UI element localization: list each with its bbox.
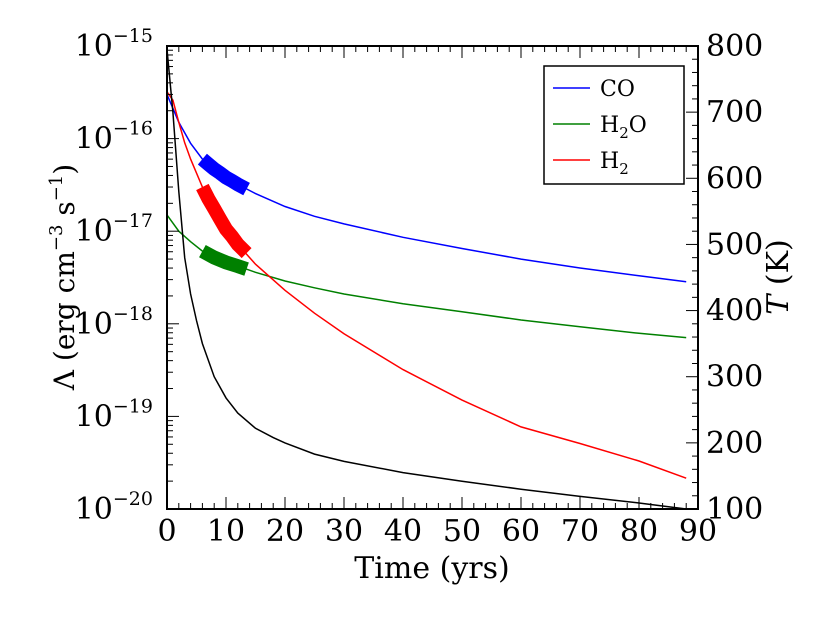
y-right-axis-label: T (K) [761,239,796,314]
x-tick-label: 10 [207,514,245,549]
series-co-line [166,94,687,283]
y-right-tick-label: 400 [706,294,763,329]
legend: CO H2O H2 [543,65,685,185]
y-left-axis-label: Λ (erg cm−3 s−1) [46,164,81,391]
y-right-tick-label: 700 [706,95,763,130]
x-tick-label: 40 [384,514,422,549]
y-left-tick-label: 10−15 [75,25,153,64]
legend-box [543,65,685,185]
legend-entries: CO H2O H2 [553,77,647,178]
y-right-tick-labels: 800 700 600 500 400 300 200 100 [706,29,763,527]
y-left-tick-label: 10−18 [75,303,153,342]
series-h2-line [166,91,687,479]
y-right-tick-label: 300 [706,360,763,395]
highlight-co-segment [197,153,250,196]
highlight-h2-segment [196,183,252,259]
y-right-tick-label: 200 [706,426,763,461]
y-left-tick-label: 10−16 [75,118,153,157]
plot-frame [166,45,699,510]
highlight-h2o-segment [199,244,249,276]
x-tick-label: 30 [325,514,363,549]
legend-label: CO [600,77,635,102]
y-left-tick-label: 10−19 [75,395,153,434]
x-tick-label: 70 [561,514,599,549]
y-left-tick-label: 10−20 [75,488,153,527]
series-h2o-line [166,214,687,339]
y-left-tick-label: 10−17 [75,210,153,249]
x-tick-labels: 0 10 20 30 40 50 60 70 80 90 [157,514,717,549]
y-left-tick-labels: 10−15 10−16 10−17 10−18 10−19 10−20 [75,25,153,527]
x-tick-label: 90 [679,514,717,549]
series-temperature-line [166,49,687,510]
y-right-tick-label: 800 [706,29,763,64]
x-axis-label: Time (yrs) [354,551,509,586]
legend-label: H2 [600,149,629,178]
y-right-tick-label: 500 [706,227,763,262]
legend-label: H2O [600,113,647,142]
x-tick-label: 0 [157,514,176,549]
curves-layer [166,49,687,510]
x-tick-label: 20 [266,514,304,549]
y-right-tick-label: 100 [706,492,763,527]
x-tick-label: 60 [502,514,540,549]
x-tick-label: 80 [620,514,658,549]
x-tick-label: 50 [443,514,481,549]
y-right-tick-label: 600 [706,161,763,196]
